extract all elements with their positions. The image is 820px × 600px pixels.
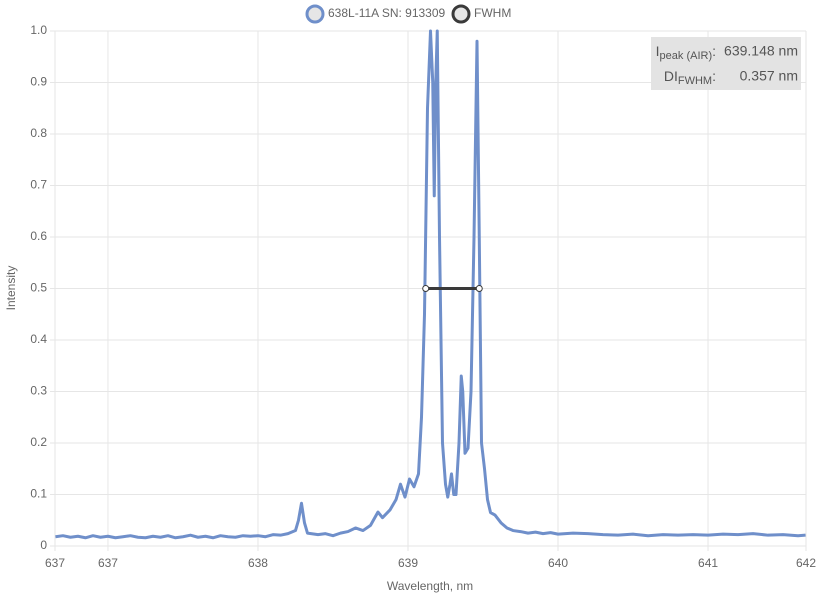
y-tick-label: 0.3: [30, 384, 47, 398]
legend-swatch: [305, 4, 325, 24]
x-tick-label: 642: [796, 556, 816, 570]
y-tick-label: 0: [40, 538, 47, 552]
y-tick-label: 0.9: [30, 75, 47, 89]
legend-item[interactable]: FWHM: [451, 4, 511, 24]
x-tick-label: 640: [548, 556, 568, 570]
y-tick-label: 0.5: [30, 281, 47, 295]
annotation-subscript: FWHM: [678, 75, 712, 87]
annotation-symbol: DI: [664, 68, 678, 84]
annotation-value: 0.357 nm: [740, 68, 798, 84]
y-axis-title: Intensity: [4, 266, 18, 311]
x-tick-label: 639: [398, 556, 418, 570]
annotation-symbol: I: [656, 43, 660, 59]
legend-label: 638L-11A SN: 913309: [328, 6, 446, 20]
data-line: [55, 29, 806, 540]
legend-swatch: [451, 4, 471, 24]
y-tick-label: 0.6: [30, 229, 47, 243]
x-tick-label: 638: [248, 556, 268, 570]
legend-label: FWHM: [474, 6, 511, 20]
x-tick-label: 641: [698, 556, 718, 570]
annotation-value: 639.148 nm: [724, 43, 798, 59]
x-axis-title: Wavelength, nm: [387, 579, 473, 593]
annotation-label: Ipeak (AIR):: [656, 43, 716, 62]
y-tick-label: 1.0: [30, 23, 47, 37]
y-tick-label: 0.4: [30, 332, 47, 346]
legend-item[interactable]: 638L-11A SN: 913309: [305, 4, 446, 24]
y-tick-label: 0.8: [30, 126, 47, 140]
y-tick-label: 0.7: [30, 178, 47, 192]
annotation-box: [651, 37, 801, 90]
annotation-label: DIFWHM:: [664, 68, 716, 87]
annotation-subscript: peak (AIR): [660, 50, 713, 62]
x-tick-label: 637: [98, 556, 118, 570]
annotation-sep: :: [712, 43, 716, 59]
annotation-sep: :: [712, 68, 716, 84]
y-tick-label: 0.1: [30, 487, 47, 501]
x-tick-label: 637: [45, 556, 65, 570]
data-point: [475, 285, 483, 292]
data-point: [422, 285, 430, 292]
y-tick-label: 0.2: [30, 435, 47, 449]
